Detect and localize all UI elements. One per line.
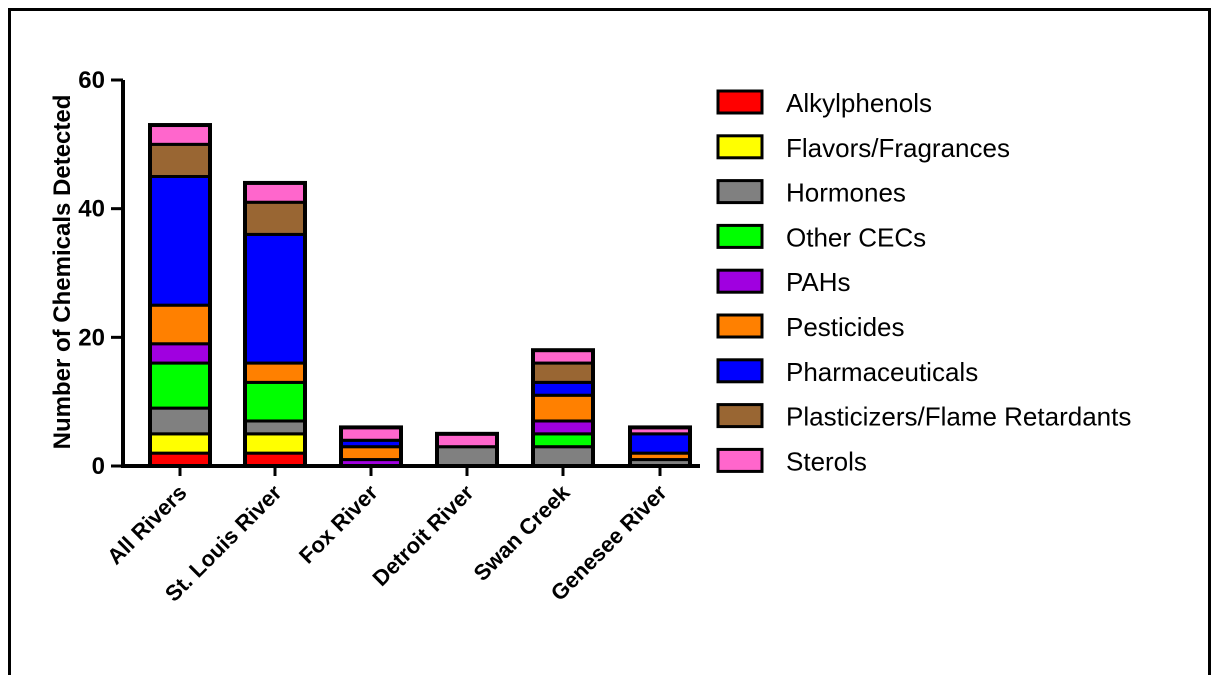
bar-segment-all-rivers-sterols bbox=[148, 123, 212, 146]
legend-swatch bbox=[716, 447, 764, 473]
legend-label: Pharmaceuticals bbox=[786, 357, 978, 387]
bar-segment-all-rivers-pahs bbox=[148, 342, 212, 365]
legend-swatch bbox=[716, 268, 764, 294]
bar-segment-swan-creek-pharmaceuticals bbox=[531, 380, 595, 397]
x-category-label: Fox River bbox=[294, 480, 383, 569]
bar-segment-st-louis-river-pesticides bbox=[243, 361, 307, 384]
y-tick-label: 60 bbox=[78, 67, 105, 94]
y-tick-label: 0 bbox=[92, 453, 105, 480]
legend-label: Other CECs bbox=[786, 222, 926, 252]
legend-swatch bbox=[716, 89, 764, 115]
bar-segment-st-louis-river-hormones bbox=[243, 419, 307, 436]
legend: Alkylphenols Flavors/Fragrances Hormones Ot… bbox=[716, 88, 1131, 476]
axes-group bbox=[121, 80, 700, 476]
y-axis-label: Number of Chemicals Detected bbox=[49, 95, 76, 450]
y-tick-label: 20 bbox=[78, 324, 105, 351]
bar-segment-all-rivers-pesticides bbox=[148, 303, 212, 346]
x-category-label: All Rivers bbox=[102, 480, 191, 569]
legend-label: PAHs bbox=[786, 267, 851, 297]
legend-label: Pesticides bbox=[786, 312, 905, 342]
legend-label: Alkylphenols bbox=[786, 88, 932, 118]
y-tick-label: 40 bbox=[78, 196, 105, 223]
legend-label: Flavors/Fragrances bbox=[786, 133, 1010, 163]
bar-segment-detroit-river-hormones bbox=[435, 445, 499, 468]
bar-segment-all-rivers-plasticizers-flame-retardants bbox=[148, 142, 212, 178]
bar-segment-st-louis-river-flavors-fragrances bbox=[243, 432, 307, 455]
legend-swatch bbox=[716, 403, 764, 429]
legend-swatch bbox=[716, 223, 764, 249]
bar-segment-all-rivers-other-cecs bbox=[148, 361, 212, 410]
bar-segment-swan-creek-pahs bbox=[531, 419, 595, 436]
bar-segment-all-rivers-flavors-fragrances bbox=[148, 432, 212, 455]
figure-frame bbox=[8, 8, 1211, 675]
bar-segment-swan-creek-other-cecs bbox=[531, 432, 595, 449]
legend-label: Sterols bbox=[786, 446, 867, 476]
bar-segment-fox-river-pesticides bbox=[339, 445, 403, 462]
legend-label: Plasticizers/Flame Retardants bbox=[786, 402, 1131, 432]
bar-segment-all-rivers-hormones bbox=[148, 406, 212, 436]
bars-group bbox=[148, 123, 692, 469]
legend-swatch bbox=[716, 179, 764, 205]
bar-segment-swan-creek-pesticides bbox=[531, 393, 595, 423]
bar-segment-st-louis-river-sterols bbox=[243, 181, 307, 204]
legend-swatch bbox=[716, 358, 764, 384]
bar-segment-swan-creek-hormones bbox=[531, 445, 595, 468]
x-category-label: Swan Creek bbox=[469, 479, 575, 585]
bar-segment-all-rivers-pharmaceuticals bbox=[148, 175, 212, 307]
y-ticks-group: 0 20 40 60 bbox=[78, 67, 123, 480]
x-category-label: Detroit River bbox=[367, 480, 478, 591]
bar-segment-swan-creek-plasticizers-flame-retardants bbox=[531, 361, 595, 384]
legend-swatch bbox=[716, 313, 764, 339]
bar-segment-st-louis-river-other-cecs bbox=[243, 380, 307, 423]
legend-label: Hormones bbox=[786, 178, 906, 208]
bar-segment-st-louis-river-pharmaceuticals bbox=[243, 232, 307, 365]
bar-segment-genesee-river-pharmaceuticals bbox=[628, 432, 692, 455]
legend-swatch bbox=[716, 134, 764, 160]
bar-segment-st-louis-river-plasticizers-flame-retardants bbox=[243, 200, 307, 236]
